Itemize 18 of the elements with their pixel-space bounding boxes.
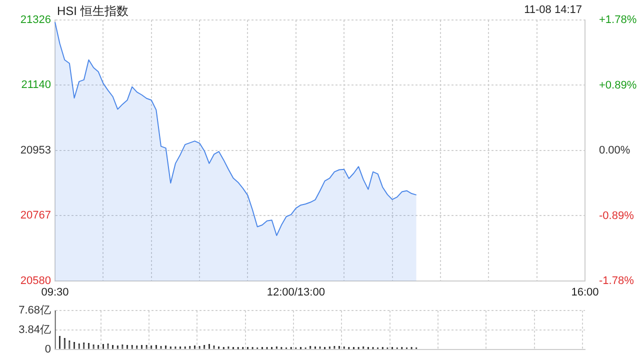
x-tick-label: 12:00/13:00 (266, 286, 325, 299)
y-tick-label: 21326 (20, 14, 51, 26)
x-tick-label: 16:00 (571, 286, 599, 299)
y2-tick-label: -1.78% (599, 275, 634, 288)
y-tick-label: 20953 (20, 144, 51, 157)
y-tick-label: 3.84亿 (18, 324, 51, 336)
y-tick-label: 21140 (21, 79, 51, 92)
y-tick-label: 0 (44, 343, 51, 356)
y-tick-label: 7.68亿 (18, 304, 51, 317)
x-tick-label: 09:30 (41, 286, 69, 299)
text: 11-08 14:17 (524, 4, 582, 16)
y2-tick-label: 0.00% (599, 144, 630, 157)
y-tick-label: 20580 (20, 275, 51, 288)
chart-title: HSI 恒生指数 (57, 3, 128, 20)
y-tick-label: 20767 (20, 210, 51, 222)
y2-tick-label: +1.78% (599, 14, 637, 26)
y2-tick-label: -0.89% (599, 210, 634, 222)
y2-tick-label: +0.89% (599, 79, 637, 92)
